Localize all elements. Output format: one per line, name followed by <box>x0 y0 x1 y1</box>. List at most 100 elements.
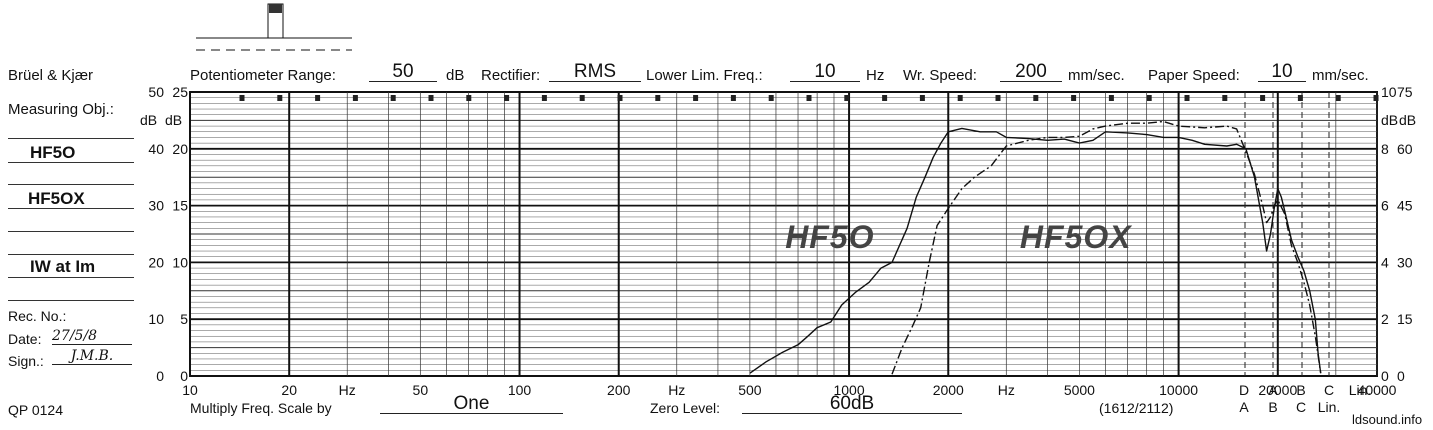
sprocket-mark <box>919 95 925 101</box>
sign-value: J.M.B. <box>52 348 132 365</box>
left-axis-label-b: 20 <box>172 141 188 157</box>
weighting-label-bottom: C <box>1296 399 1306 415</box>
x-tick-label: 10 <box>182 382 198 398</box>
curve-hf5o <box>749 127 1322 374</box>
right-axis-label-b: 15 <box>1397 311 1413 327</box>
right-axis-unit-b: dB <box>1399 112 1416 128</box>
lower-lim-value: 10 <box>790 62 860 82</box>
left-axis-label-b: 10 <box>172 254 188 270</box>
chart-axis-labels: 10 20 Hz 50 100 200 Hz 500 1000 2000 Hz 5000 10000 20… <box>140 84 1416 415</box>
filter-symbol-icon <box>196 3 352 51</box>
x-tick-label: 200 <box>607 382 631 398</box>
left-axis-label-b: 0 <box>180 368 188 384</box>
zero-level-label: Zero Level: <box>650 400 721 416</box>
x-tick-label: 10000 <box>1159 382 1198 398</box>
x-tick-label: Hz <box>998 382 1015 398</box>
obj-rule-6 <box>8 254 134 255</box>
sprocket-mark <box>1373 95 1379 101</box>
sprocket-mark <box>315 95 321 101</box>
left-axis-label-a: 50 <box>148 84 164 100</box>
obj-rule-2 <box>8 162 134 163</box>
rectifier-label: Rectifier: <box>481 67 541 84</box>
sprocket-mark <box>541 95 547 101</box>
obj-rule-5 <box>8 231 134 232</box>
weighting-label-bottom: B <box>1268 399 1277 415</box>
right-axis-label-a: 8 <box>1381 141 1389 157</box>
left-axis-label-b: 5 <box>180 311 188 327</box>
paper-speed-unit: mm/sec. <box>1312 67 1369 84</box>
sprocket-mark <box>1071 95 1077 101</box>
sprocket-mark <box>1297 95 1303 101</box>
potentiometer-unit: dB <box>446 67 465 84</box>
left-axis-label-a: 30 <box>148 198 164 214</box>
weighting-label-top: D <box>1239 382 1249 398</box>
x-tick-label: 50 <box>413 382 429 398</box>
obj-rule-7 <box>8 277 134 278</box>
sprocket-mark <box>466 95 472 101</box>
right-axis-label-a: 6 <box>1381 198 1389 214</box>
x-tick-label: 20 <box>281 382 297 398</box>
multiply-value: One <box>380 394 563 414</box>
weighting-label-top: C <box>1324 382 1334 398</box>
left-axis-unit-a: dB <box>140 112 157 128</box>
left-axis-label-a: 10 <box>148 311 164 327</box>
sprocket-mark <box>352 95 358 101</box>
sprocket-mark <box>730 95 736 101</box>
sprocket-mark <box>1184 95 1190 101</box>
paper-speed-label: Paper Speed: <box>1148 67 1240 84</box>
curve-hf5ox <box>891 120 1322 375</box>
right-axis-label-b: 60 <box>1397 141 1413 157</box>
x-tick-label: 5000 <box>1064 382 1095 398</box>
obj-rule-8 <box>8 300 134 301</box>
sprocket-mark <box>882 95 888 101</box>
curve-label-hf50x: HF5OX <box>1020 219 1132 255</box>
right-axis-label-a: 4 <box>1381 254 1389 270</box>
x-tick-label: 100 <box>508 382 532 398</box>
sprocket-mark <box>617 95 623 101</box>
sprocket-mark <box>1033 95 1039 101</box>
measuring-obj-line-2: HF5OX <box>28 189 85 208</box>
wr-speed-unit: mm/sec. <box>1068 67 1125 84</box>
sprocket-mark <box>277 95 283 101</box>
sprocket-mark <box>428 95 434 101</box>
right-axis-label-b: 45 <box>1397 198 1413 214</box>
sprocket-mark <box>1335 95 1341 101</box>
right-axis-label-b: 0 <box>1397 368 1405 384</box>
right-axis-label-b: 30 <box>1397 254 1413 270</box>
weighting-label-top: A <box>1268 382 1278 398</box>
x-tick-label: 1000 <box>833 382 864 398</box>
obj-rule-4 <box>8 208 134 209</box>
right-axis-label-b: 75 <box>1397 84 1413 100</box>
sprocket-mark <box>995 95 1001 101</box>
weighting-label-top: B <box>1296 382 1305 398</box>
multiply-label: Multiply Freq. Scale by <box>190 400 332 416</box>
model-code: (1612/2112) <box>1099 400 1174 416</box>
lower-lim-label: Lower Lim. Freq.: <box>646 67 763 84</box>
right-axis-unit-a: dB <box>1381 112 1398 128</box>
curve-label-hf50: HF5O <box>785 219 874 255</box>
x-tick-label: 2000 <box>933 382 964 398</box>
wr-speed-label: Wr. Speed: <box>903 67 977 84</box>
qp-code: QP 0124 <box>8 402 64 418</box>
chart-curves <box>749 120 1322 375</box>
left-axis-label-a: 40 <box>148 141 164 157</box>
left-axis-label-b: 25 <box>172 84 188 100</box>
lower-lim-unit: Hz <box>866 67 885 84</box>
x-tick-label: 20000 <box>1258 382 1297 398</box>
date-value: 27/5/8 <box>52 328 132 345</box>
sprocket-mark <box>239 95 245 101</box>
chart-grid <box>189 91 1379 377</box>
left-axis-label-a: 20 <box>148 254 164 270</box>
x-tick-label: Hz <box>339 382 356 398</box>
potentiometer-label: Potentiometer Range: <box>190 67 336 84</box>
weighting-label-bottom: A <box>1239 399 1249 415</box>
left-axis-label-a: 0 <box>156 368 164 384</box>
measuring-obj-label: Measuring Obj.: <box>8 101 114 118</box>
right-axis-label-a: 2 <box>1381 311 1389 327</box>
weighting-label-top: Lin. <box>1349 382 1372 398</box>
obj-rule-3 <box>8 184 134 185</box>
sprocket-mark <box>655 95 661 101</box>
sprocket-mark <box>390 95 396 101</box>
sprocket-mark <box>1222 95 1228 101</box>
